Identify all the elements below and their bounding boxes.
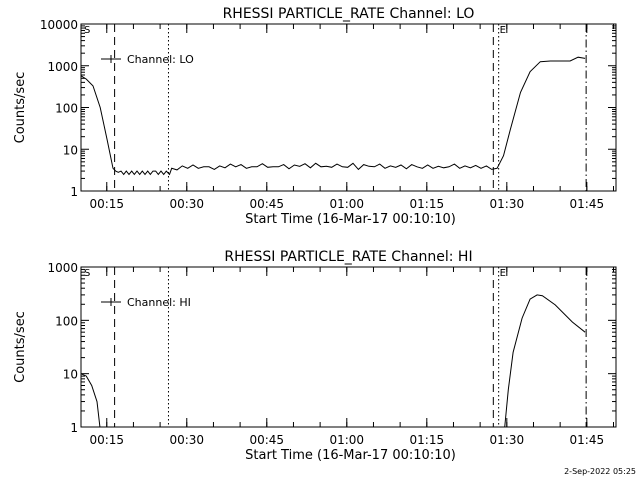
y-axis-label: Counts/sec [13,311,28,383]
legend-label: Channel: LO [127,53,194,66]
start-marker: S [84,25,90,36]
series-line-channel--lo [81,56,586,176]
x-tick-label: 01:00 [329,197,364,211]
y-tick-label: 1000 [47,60,78,74]
x-tick-label: 00:30 [169,433,204,447]
x-tick-label: 01:30 [490,433,525,447]
y-tick-label: 1000 [47,261,78,275]
x-axis-label: Start Time (16-Mar-17 00:10:10) [245,448,456,463]
start-marker: S [84,268,90,279]
x-tick-label: 00:15 [89,433,124,447]
chart-title: RHESSI PARTICLE_RATE Channel: HI [224,249,472,265]
series-line-channel--hi [81,294,586,427]
end-marker: E [500,268,506,279]
plot-frame [80,23,617,192]
x-tick-label: 00:15 [89,197,124,211]
legend-label: Channel: HI [127,296,191,309]
x-tick-label: 00:30 [169,197,204,211]
y-axis-label: Counts/sec [13,72,28,144]
x-tick-label: 01:45 [570,433,605,447]
end-marker: E [500,25,506,36]
plot-frame [80,266,617,428]
x-tick-label: 01:15 [410,433,445,447]
x-tick-label: 01:00 [329,433,364,447]
y-tick-label: 1 [70,421,78,435]
y-tick-label: 1 [70,185,78,199]
x-tick-label: 00:45 [249,197,284,211]
x-tick-label: 01:30 [490,197,525,211]
chart-panel-2: RHESSI PARTICLE_RATE Channel: HI 1 10 100 10… [13,249,617,463]
chart-panel-1: RHESSI PARTICLE_RATE Channel: LO 1 10 100 10… [13,6,617,227]
y-tick-label: 10 [63,143,78,157]
x-tick-label: 01:45 [570,197,605,211]
y-tick-label: 10 [63,368,78,382]
y-tick-label: 10000 [40,18,78,32]
chart-title: RHESSI PARTICLE_RATE Channel: LO [223,6,475,22]
x-axis-label: Start Time (16-Mar-17 00:10:10) [245,212,456,227]
x-tick-label: 01:15 [410,197,445,211]
x-tick-label: 00:45 [249,433,284,447]
y-tick-label: 100 [55,102,78,116]
footer-timestamp: 2-Sep-2022 05:25 [564,467,636,476]
y-tick-label: 100 [55,314,78,328]
